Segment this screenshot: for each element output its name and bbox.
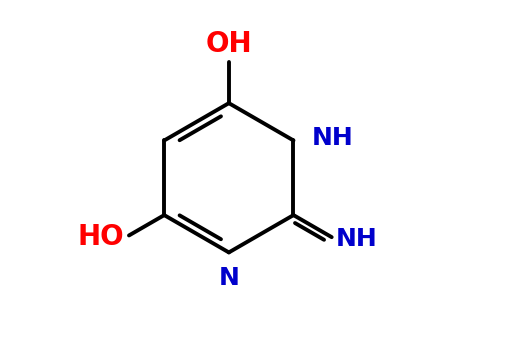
- Text: OH: OH: [205, 30, 252, 58]
- Text: HO: HO: [77, 223, 124, 251]
- Text: NH: NH: [312, 126, 354, 150]
- Text: NH: NH: [336, 227, 377, 251]
- Text: N: N: [219, 266, 239, 290]
